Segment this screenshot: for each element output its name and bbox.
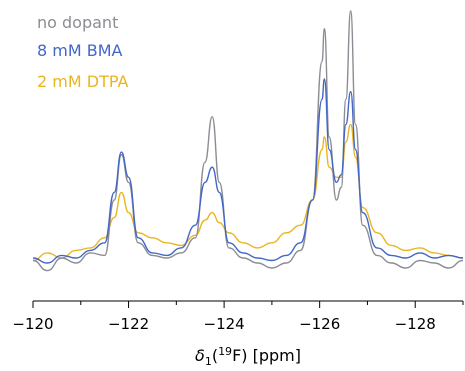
series-layer xyxy=(32,10,464,272)
x-tick-label: −126 xyxy=(299,315,340,333)
legend-entry-no-dopant: no dopant xyxy=(37,13,118,32)
series-line-no-dopant xyxy=(32,10,464,272)
series-line-2mm-dtpa xyxy=(32,123,464,262)
x-tick-label: −128 xyxy=(395,315,436,333)
x-axis-title-symbol: δ xyxy=(195,346,205,365)
x-tick-label: −120 xyxy=(12,315,53,333)
x-axis-title-close-paren: ) xyxy=(241,346,247,365)
series-line-8mm-bma xyxy=(32,78,464,264)
x-axis-title-subscript: 1 xyxy=(205,355,212,368)
x-axis-title-superscript: 19 xyxy=(218,345,232,358)
x-axis-title-element: F xyxy=(232,346,241,365)
x-axis-title: δ1(19F) [ppm] xyxy=(195,345,301,368)
legend-entry-8mm-bma: 8 mM BMA xyxy=(37,41,123,60)
x-axis-ticks: −120 −122 −124 −126 −128 xyxy=(12,301,464,333)
legend-entry-2mm-dtpa: 2 mM DTPA xyxy=(37,72,128,91)
x-tick-label: −122 xyxy=(108,315,149,333)
x-tick-label: −124 xyxy=(204,315,245,333)
x-axis-title-unit: [ppm] xyxy=(248,346,301,365)
x-axis-title-open-paren: ( xyxy=(212,346,218,365)
legend: no dopant 8 mM BMA 2 mM DTPA xyxy=(37,13,128,91)
